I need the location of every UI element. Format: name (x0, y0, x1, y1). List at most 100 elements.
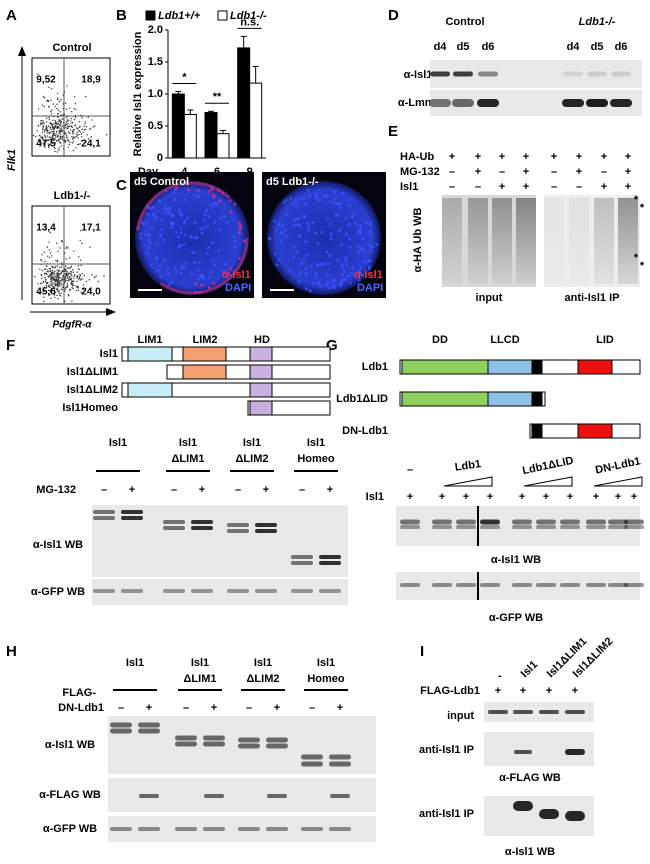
dot (60, 142, 62, 144)
group-header: Isl1 (126, 657, 144, 669)
nucleus (350, 271, 354, 275)
dot (57, 282, 60, 284)
dot (74, 136, 76, 138)
dot (51, 265, 53, 268)
dot (53, 123, 55, 125)
band (319, 561, 341, 565)
dot (76, 280, 78, 283)
dot (76, 276, 78, 278)
condition-mark: + (274, 702, 280, 714)
dot (64, 287, 67, 289)
dot (39, 122, 42, 124)
group-header: Isl1 (179, 437, 197, 449)
dot (73, 275, 75, 278)
band (203, 741, 225, 747)
band (586, 525, 606, 529)
quadrant-label: 18,9 (81, 75, 101, 86)
dot (59, 136, 62, 138)
dot (49, 143, 51, 146)
nucleus (344, 258, 348, 262)
nucleus (151, 205, 155, 209)
dot (65, 271, 68, 273)
band (536, 525, 556, 529)
nucleus (305, 253, 309, 257)
band (480, 525, 500, 529)
nucleus (195, 268, 199, 272)
nucleus (208, 203, 212, 207)
nucleus (164, 204, 168, 208)
nucleus (225, 220, 229, 224)
row-label: DN-Ldb1 (58, 702, 104, 714)
group-header: Isl1 (109, 437, 127, 449)
nucleus (307, 194, 311, 198)
dot (59, 266, 61, 269)
dot (68, 272, 71, 275)
nucleus (170, 222, 174, 226)
dot (79, 259, 82, 262)
nucleus (368, 229, 372, 233)
nucleus (297, 217, 301, 221)
dot (44, 146, 46, 148)
dot (46, 132, 48, 134)
dot (43, 142, 45, 145)
dot (51, 290, 53, 292)
nucleus (328, 253, 332, 257)
dot (57, 92, 59, 94)
dot (81, 277, 83, 280)
dot (58, 100, 61, 103)
band (110, 722, 132, 728)
dot (59, 276, 61, 279)
dot (43, 286, 46, 288)
dot (68, 295, 70, 297)
band (203, 827, 225, 831)
dot (61, 264, 64, 266)
nucleus (190, 271, 194, 275)
dot (67, 131, 70, 133)
nucleus (306, 188, 310, 192)
nucleus (168, 206, 172, 210)
nucleus (211, 259, 215, 263)
band (562, 99, 584, 107)
dot (39, 268, 41, 271)
nucleus (313, 231, 317, 235)
band (513, 710, 533, 714)
dot (66, 125, 69, 127)
dot (82, 131, 84, 133)
condition-mark: + (576, 151, 582, 163)
gradient-triangle (593, 476, 643, 487)
row-label: Isl1 (366, 491, 384, 503)
blot-label: α-GFP WB (489, 612, 543, 624)
dot (61, 118, 63, 120)
blot-label: anti-Isl1 IP (419, 744, 474, 756)
dot (77, 287, 80, 289)
dot (84, 120, 86, 123)
x-tick-label: 6 (214, 166, 220, 178)
dot (43, 134, 46, 137)
dot (57, 112, 59, 115)
band (608, 525, 628, 529)
dot (47, 143, 49, 145)
dot (57, 123, 60, 125)
nucleus (203, 218, 207, 222)
group-header: Ldb1 (454, 458, 482, 474)
nucleus (291, 255, 295, 259)
band (480, 519, 500, 525)
dot (57, 278, 60, 280)
dot (56, 151, 59, 153)
dot (54, 105, 56, 108)
nucleus (207, 286, 211, 290)
panel-letter: C (116, 177, 127, 194)
nucleus (177, 208, 181, 212)
nucleus (193, 194, 197, 198)
domain (249, 364, 273, 380)
dot (78, 268, 80, 271)
band (175, 827, 197, 831)
dot (85, 280, 88, 283)
dot (58, 149, 60, 151)
nucleus (345, 232, 349, 236)
nucleus (222, 214, 226, 218)
blot-label: α-FLAG WB (499, 772, 561, 784)
nucleus (211, 193, 215, 197)
panel-letter: H (6, 643, 17, 660)
